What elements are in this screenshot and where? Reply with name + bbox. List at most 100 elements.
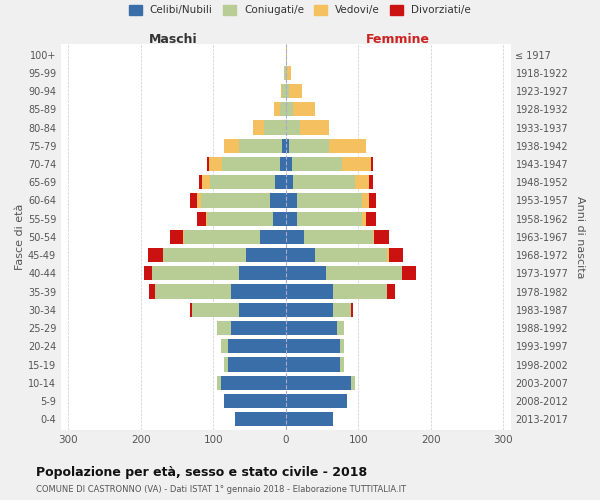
Bar [221, 376, 286, 390]
Bar [286, 120, 301, 134]
Bar [282, 84, 286, 98]
Bar [239, 138, 282, 153]
Bar [184, 230, 260, 244]
Bar [315, 248, 388, 262]
Bar [217, 376, 221, 390]
Bar [199, 175, 202, 190]
Bar [286, 376, 351, 390]
Bar [197, 212, 206, 226]
Bar [374, 230, 389, 244]
Bar [333, 284, 388, 298]
Bar [202, 175, 209, 190]
Bar [209, 157, 222, 171]
Bar [286, 321, 337, 335]
Bar [371, 157, 373, 171]
Bar [326, 266, 402, 280]
Bar [224, 358, 228, 372]
Bar [296, 212, 362, 226]
Bar [289, 84, 302, 98]
Bar [270, 194, 286, 207]
Bar [275, 175, 286, 190]
Bar [292, 157, 343, 171]
Bar [286, 339, 340, 353]
Bar [209, 175, 275, 190]
Bar [286, 266, 326, 280]
Bar [286, 248, 315, 262]
Bar [273, 212, 286, 226]
Bar [301, 120, 329, 134]
Bar [286, 394, 347, 408]
Bar [274, 102, 280, 117]
Bar [329, 138, 365, 153]
Bar [369, 194, 376, 207]
Text: Maschi: Maschi [149, 32, 198, 46]
Bar [388, 248, 389, 262]
Bar [286, 212, 296, 226]
Bar [286, 230, 304, 244]
Y-axis label: Anni di nascita: Anni di nascita [575, 196, 585, 278]
Bar [365, 212, 376, 226]
Bar [351, 302, 353, 317]
Bar [232, 321, 286, 335]
Bar [286, 84, 289, 98]
Bar [362, 212, 365, 226]
Bar [389, 248, 403, 262]
Bar [201, 194, 270, 207]
Bar [362, 194, 369, 207]
Bar [170, 230, 183, 244]
Bar [221, 339, 228, 353]
Bar [286, 102, 293, 117]
Text: COMUNE DI CASTRONNO (VA) - Dati ISTAT 1° gennaio 2018 - Elaborazione TUTTITALIA.: COMUNE DI CASTRONNO (VA) - Dati ISTAT 1°… [36, 484, 406, 494]
Bar [217, 321, 232, 335]
Bar [260, 230, 286, 244]
Bar [183, 230, 184, 244]
Bar [222, 157, 280, 171]
Bar [163, 248, 246, 262]
Bar [286, 48, 287, 62]
Text: Popolazione per età, sesso e stato civile - 2018: Popolazione per età, sesso e stato civil… [36, 466, 367, 479]
Bar [293, 102, 315, 117]
Bar [145, 266, 152, 280]
Bar [228, 358, 286, 372]
Bar [208, 157, 209, 171]
Bar [197, 194, 201, 207]
Bar [286, 157, 292, 171]
Bar [293, 175, 355, 190]
Bar [340, 358, 344, 372]
Bar [148, 248, 163, 262]
Bar [155, 284, 232, 298]
Bar [286, 175, 293, 190]
Bar [228, 339, 286, 353]
Bar [286, 194, 296, 207]
Bar [296, 194, 362, 207]
Y-axis label: Fasce di età: Fasce di età [15, 204, 25, 270]
Bar [239, 302, 286, 317]
Bar [304, 230, 373, 244]
Bar [369, 175, 373, 190]
Bar [246, 248, 286, 262]
Bar [337, 321, 344, 335]
Bar [287, 66, 291, 80]
Bar [286, 66, 287, 80]
Bar [343, 157, 371, 171]
Bar [224, 138, 239, 153]
Bar [282, 138, 286, 153]
Bar [232, 284, 286, 298]
Bar [351, 376, 355, 390]
Bar [286, 138, 289, 153]
Bar [286, 302, 333, 317]
Bar [388, 284, 395, 298]
Bar [286, 284, 333, 298]
Bar [280, 102, 286, 117]
Bar [333, 302, 351, 317]
Bar [286, 412, 333, 426]
Bar [264, 120, 286, 134]
Bar [152, 266, 239, 280]
Bar [373, 230, 374, 244]
Legend: Celibi/Nubili, Coniugati/e, Vedovi/e, Divorziati/e: Celibi/Nubili, Coniugati/e, Vedovi/e, Di… [129, 5, 471, 15]
Bar [208, 212, 273, 226]
Bar [286, 358, 340, 372]
Bar [253, 120, 264, 134]
Bar [224, 394, 286, 408]
Text: Femmine: Femmine [366, 32, 430, 46]
